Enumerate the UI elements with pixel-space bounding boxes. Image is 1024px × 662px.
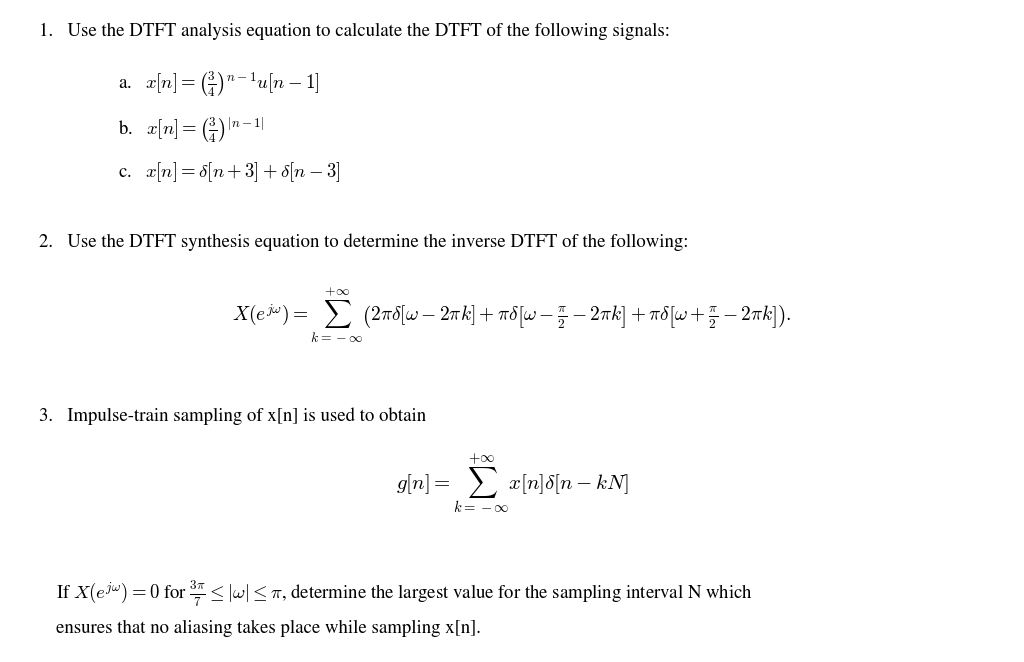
Text: If $X(e^{j\omega})= 0$ for $\frac{3\pi}{7} \leq |\omega| \leq \pi$, determine th: If $X(e^{j\omega})= 0$ for $\frac{3\pi}{… [56, 579, 754, 610]
Text: 3.   Impulse-train sampling of x[n] is used to obtain: 3. Impulse-train sampling of x[n] is use… [39, 407, 426, 425]
Text: 1.   Use the DTFT analysis equation to calculate the DTFT of the following signa: 1. Use the DTFT analysis equation to cal… [39, 23, 670, 40]
Text: c.   $x[n] = \delta[n+3] + \delta[n-3]$: c. $x[n] = \delta[n+3] + \delta[n-3]$ [118, 160, 340, 184]
Text: 2.   Use the DTFT synthesis equation to determine the inverse DTFT of the follow: 2. Use the DTFT synthesis equation to de… [39, 233, 688, 251]
Text: $X(e^{j\omega}) = \sum_{k=-\infty}^{+\infty} \left(2\pi\delta[\omega - 2\pi k] +: $X(e^{j\omega}) = \sum_{k=-\infty}^{+\in… [232, 284, 792, 345]
Text: ensures that no aliasing takes place while sampling x[n].: ensures that no aliasing takes place whi… [56, 620, 481, 638]
Text: a.   $x[n] = \left(\frac{3}{4}\right)^{n-1}u[n-1]$: a. $x[n] = \left(\frac{3}{4}\right)^{n-1… [118, 70, 319, 99]
Text: $g[n] = \sum_{k=-\infty}^{+\infty} x[n]\delta[n - kN]$: $g[n] = \sum_{k=-\infty}^{+\infty} x[n]\… [396, 451, 628, 515]
Text: b.   $x[n] = \left(\frac{3}{4}\right)^{|n-1|}$: b. $x[n] = \left(\frac{3}{4}\right)^{|n-… [118, 116, 264, 146]
